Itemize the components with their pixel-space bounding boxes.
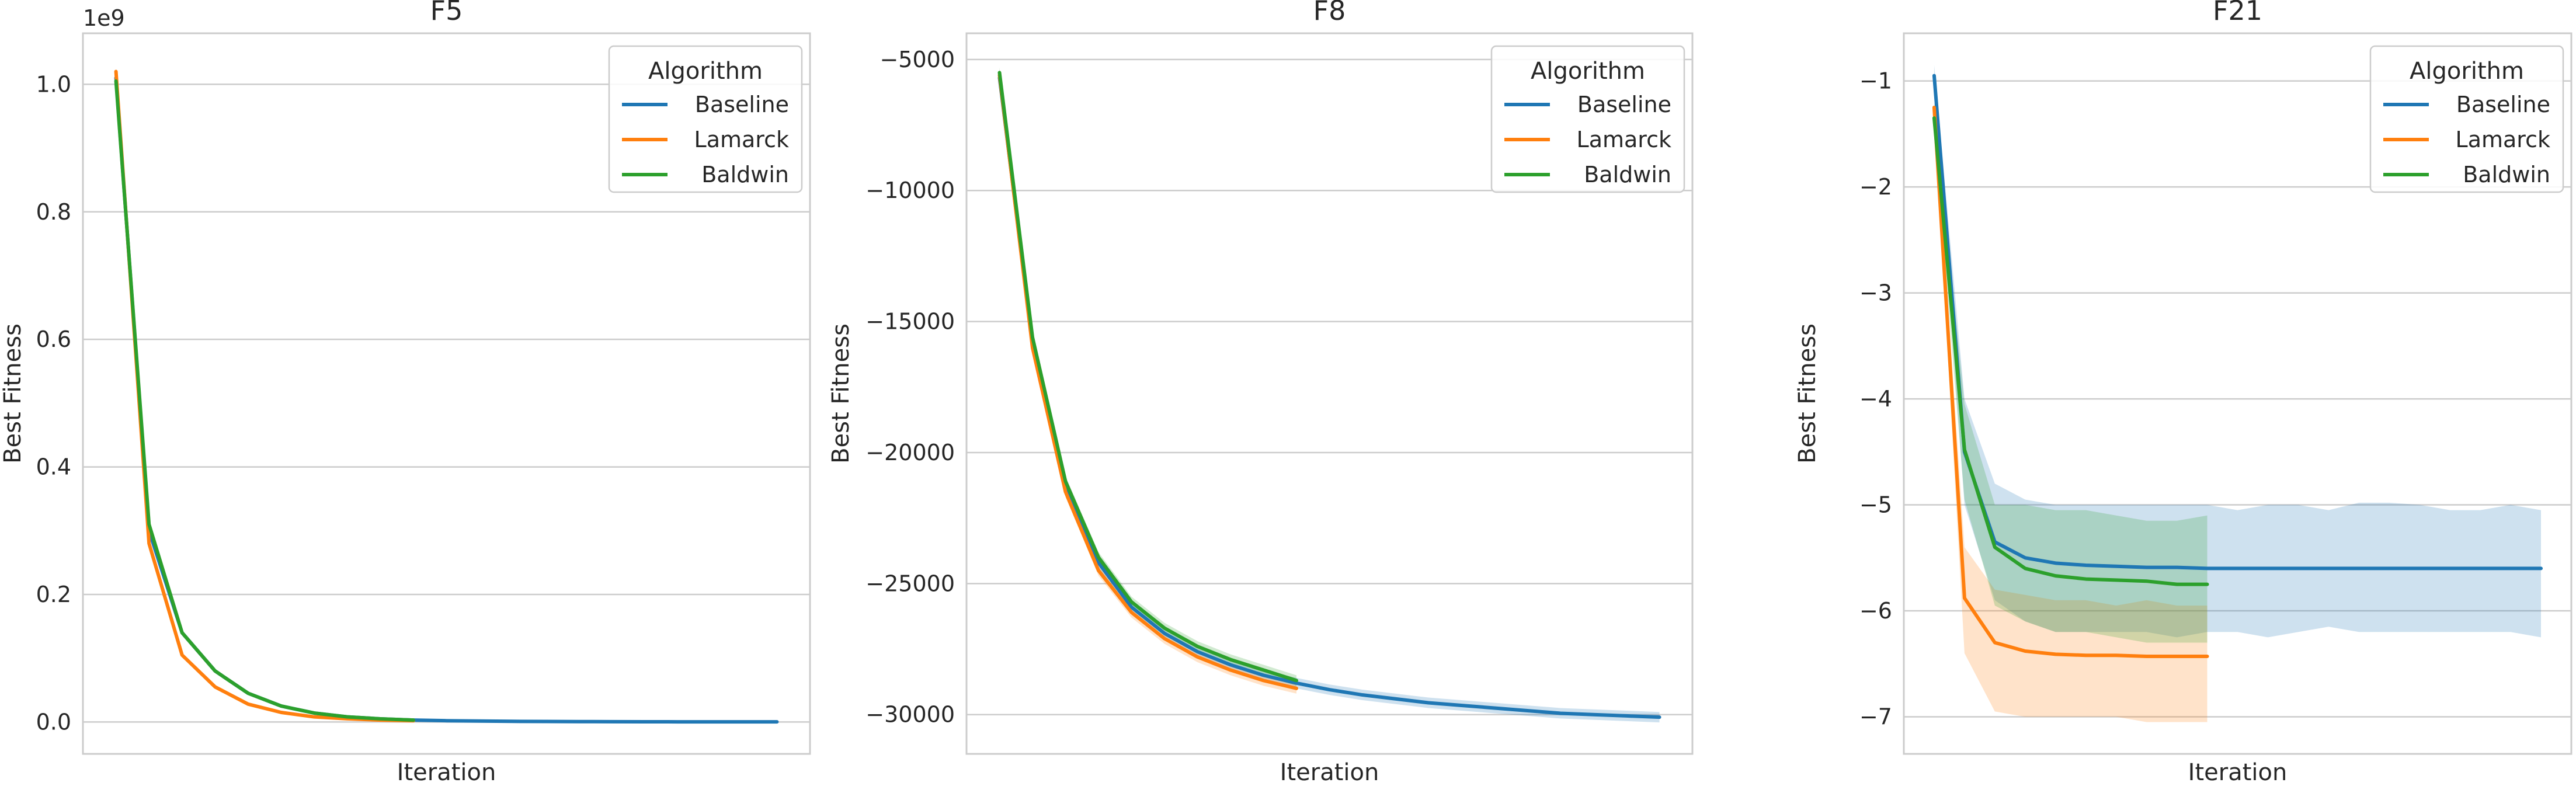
legend-label-baseline: Baseline bbox=[2456, 92, 2550, 117]
legend-label-baldwin: Baldwin bbox=[2463, 162, 2550, 187]
legend: Algorithm Baseline Lamarck Baldwin bbox=[608, 45, 803, 193]
legend-box bbox=[2369, 45, 2564, 193]
legend-title: Algorithm bbox=[648, 58, 763, 85]
x-axis-label: Iteration bbox=[2188, 759, 2288, 786]
chart-panel-f21: −7 −6 −5 −4 −3 −2 −1 F21 Iteration Best Fitness Al… bbox=[1794, 0, 2572, 786]
legend-title: Algorithm bbox=[1531, 58, 1645, 85]
legend-label-baldwin: Baldwin bbox=[1584, 162, 1671, 187]
y-tick-label: −5 bbox=[1859, 492, 1892, 518]
chart-title: F8 bbox=[1313, 0, 1346, 26]
y-tick-label: −7 bbox=[1859, 704, 1892, 729]
legend-label-lamarck: Lamarck bbox=[1577, 127, 1671, 152]
chart-panel-f8: −30000 −25000 −20000 −15000 −10000 −5000 F8 Ite… bbox=[828, 0, 1694, 786]
plot-frame bbox=[1903, 32, 2572, 755]
legend-label-lamarck: Lamarck bbox=[2456, 127, 2550, 152]
series-line-lamarck bbox=[114, 69, 415, 723]
y-tick-label: −5000 bbox=[879, 47, 955, 72]
confidence-band-baldwin bbox=[1934, 102, 2207, 643]
plot-frame bbox=[82, 32, 811, 755]
y-tick-label: 0.4 bbox=[36, 454, 71, 480]
y-tick-label: −20000 bbox=[865, 440, 955, 465]
y-tick-label: −15000 bbox=[865, 309, 955, 335]
legend-label-lamarck: Lamarck bbox=[694, 127, 789, 152]
y-tick-label: −1 bbox=[1859, 68, 1892, 94]
series-line-lamarck bbox=[997, 73, 1298, 690]
series-line-baseline bbox=[1932, 74, 2543, 571]
legend: Algorithm Baseline Lamarck Baldwin bbox=[2369, 45, 2564, 193]
y-tick-label: −30000 bbox=[865, 702, 955, 728]
y-tick-label: −2 bbox=[1859, 174, 1892, 200]
chart-title: F21 bbox=[2213, 0, 2262, 26]
x-axis-label: Iteration bbox=[397, 759, 496, 786]
y-tick-label: 0.8 bbox=[36, 199, 71, 225]
x-axis-label: Iteration bbox=[1280, 759, 1379, 786]
y-tick-label: 1.0 bbox=[36, 71, 71, 97]
y-tick-label: −4 bbox=[1859, 386, 1892, 412]
series-line-baldwin bbox=[114, 79, 415, 722]
y-tick-label: −3 bbox=[1859, 280, 1892, 306]
y-offset-text: 1e9 bbox=[83, 5, 125, 31]
chart-panel-f5: 0.0 0.2 0.4 0.6 0.8 1.0 F5 Iteration Best Fitnes… bbox=[0, 0, 811, 786]
chart-title: F5 bbox=[430, 0, 463, 26]
y-tick-label: −10000 bbox=[865, 178, 955, 203]
y-tick-label: −6 bbox=[1859, 598, 1892, 624]
legend-label-baseline: Baseline bbox=[695, 92, 789, 117]
y-tick-label: 0.0 bbox=[36, 709, 71, 735]
series-line-baldwin bbox=[1932, 116, 2209, 586]
confidence-band-baseline bbox=[1934, 65, 2542, 638]
y-axis-label: Best Fitness bbox=[0, 324, 26, 464]
y-axis-label: Best Fitness bbox=[828, 324, 854, 464]
y-tick-label: −25000 bbox=[865, 571, 955, 596]
legend-label-baseline: Baseline bbox=[1577, 92, 1671, 117]
legend-box bbox=[1490, 45, 1685, 193]
confidence-band-lamarck bbox=[1934, 102, 2207, 722]
legend: Algorithm Baseline Lamarck Baldwin bbox=[1490, 45, 1685, 193]
plot-frame bbox=[965, 32, 1694, 755]
y-axis-label: Best Fitness bbox=[1794, 324, 1821, 464]
confidence-band-baldwin bbox=[999, 67, 1296, 686]
legend-label-baldwin: Baldwin bbox=[701, 162, 789, 187]
y-tick-label: 0.6 bbox=[36, 326, 71, 352]
series-line-baldwin bbox=[997, 71, 1298, 683]
y-tick-label: 0.2 bbox=[36, 582, 71, 607]
series-line-baseline bbox=[997, 76, 1661, 719]
legend-title: Algorithm bbox=[2410, 58, 2524, 85]
legend-box bbox=[608, 45, 803, 193]
series-line-lamarck bbox=[1932, 106, 2209, 659]
